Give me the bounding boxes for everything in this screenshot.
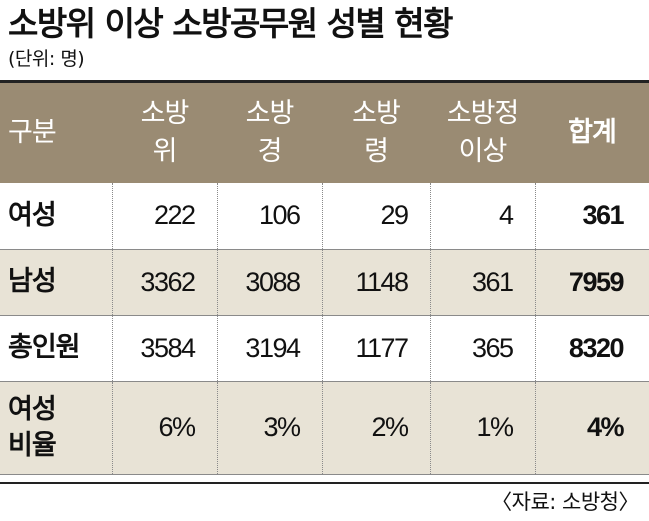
- chart-title: 소방위 이상 소방공무원 성별 현황: [8, 4, 454, 43]
- column-header-sobangnyeong: 소방 령: [352, 98, 401, 167]
- table-cell: 29: [321, 183, 430, 249]
- table-row-female-ratio: 여성 비율 6% 3% 2% 1% 4%: [0, 381, 649, 474]
- table-cell: 3%: [216, 381, 322, 474]
- column-header-sobangwi: 소방 위: [140, 98, 190, 167]
- table-cell: 1177: [321, 315, 430, 381]
- top-rule: [0, 80, 649, 83]
- row-label: 총인원: [8, 332, 81, 363]
- table-cell: 106: [216, 183, 322, 249]
- data-table: 구분 소방 위 소방 경 소방 령 소방정 이상 합계 여성 222 106 2…: [0, 83, 649, 475]
- row-label: 여성 비율: [8, 393, 57, 461]
- column-header-category: 구분: [8, 117, 57, 148]
- table-cell: 3584: [111, 315, 217, 381]
- table-cell: 1148: [321, 249, 430, 315]
- table-cell-total: 361: [534, 183, 649, 249]
- table-cell: 222: [111, 183, 217, 249]
- table-row-total-staff: 총인원 3584 3194 1177 365 8320: [0, 315, 649, 381]
- unit-label: (단위: 명): [8, 48, 85, 70]
- table-cell-total: 7959: [534, 249, 649, 315]
- table-cell: 1%: [429, 381, 535, 474]
- table-cell: 361: [429, 249, 535, 315]
- table-cell: 2%: [321, 381, 430, 474]
- row-label: 여성: [8, 199, 57, 231]
- table-cell: 4: [429, 183, 535, 249]
- table-cell: 365: [429, 315, 535, 381]
- column-header-total: 합계: [568, 117, 617, 148]
- table-cell: 3362: [111, 249, 217, 315]
- table-cell-total: 8320: [534, 315, 649, 381]
- column-header-sobanggyeong: 소방 경: [245, 98, 295, 167]
- row-label: 남성: [8, 266, 57, 297]
- table-row-female: 여성 222 106 29 4 361: [0, 183, 649, 249]
- source-note: 〈자료: 소방청〉: [491, 490, 639, 514]
- bottom-rule: [0, 482, 649, 484]
- table-cell-total: 4%: [534, 381, 649, 474]
- table-row-male: 남성 3362 3088 1148 361 7959: [0, 249, 649, 315]
- table-cell: 6%: [111, 381, 217, 474]
- header-row: 구분 소방 위 소방 경 소방 령 소방정 이상 합계: [0, 83, 649, 183]
- table-cell: 3088: [216, 249, 322, 315]
- column-header-sobangjeong-above: 소방정 이상: [446, 98, 520, 167]
- table-cell: 3194: [216, 315, 322, 381]
